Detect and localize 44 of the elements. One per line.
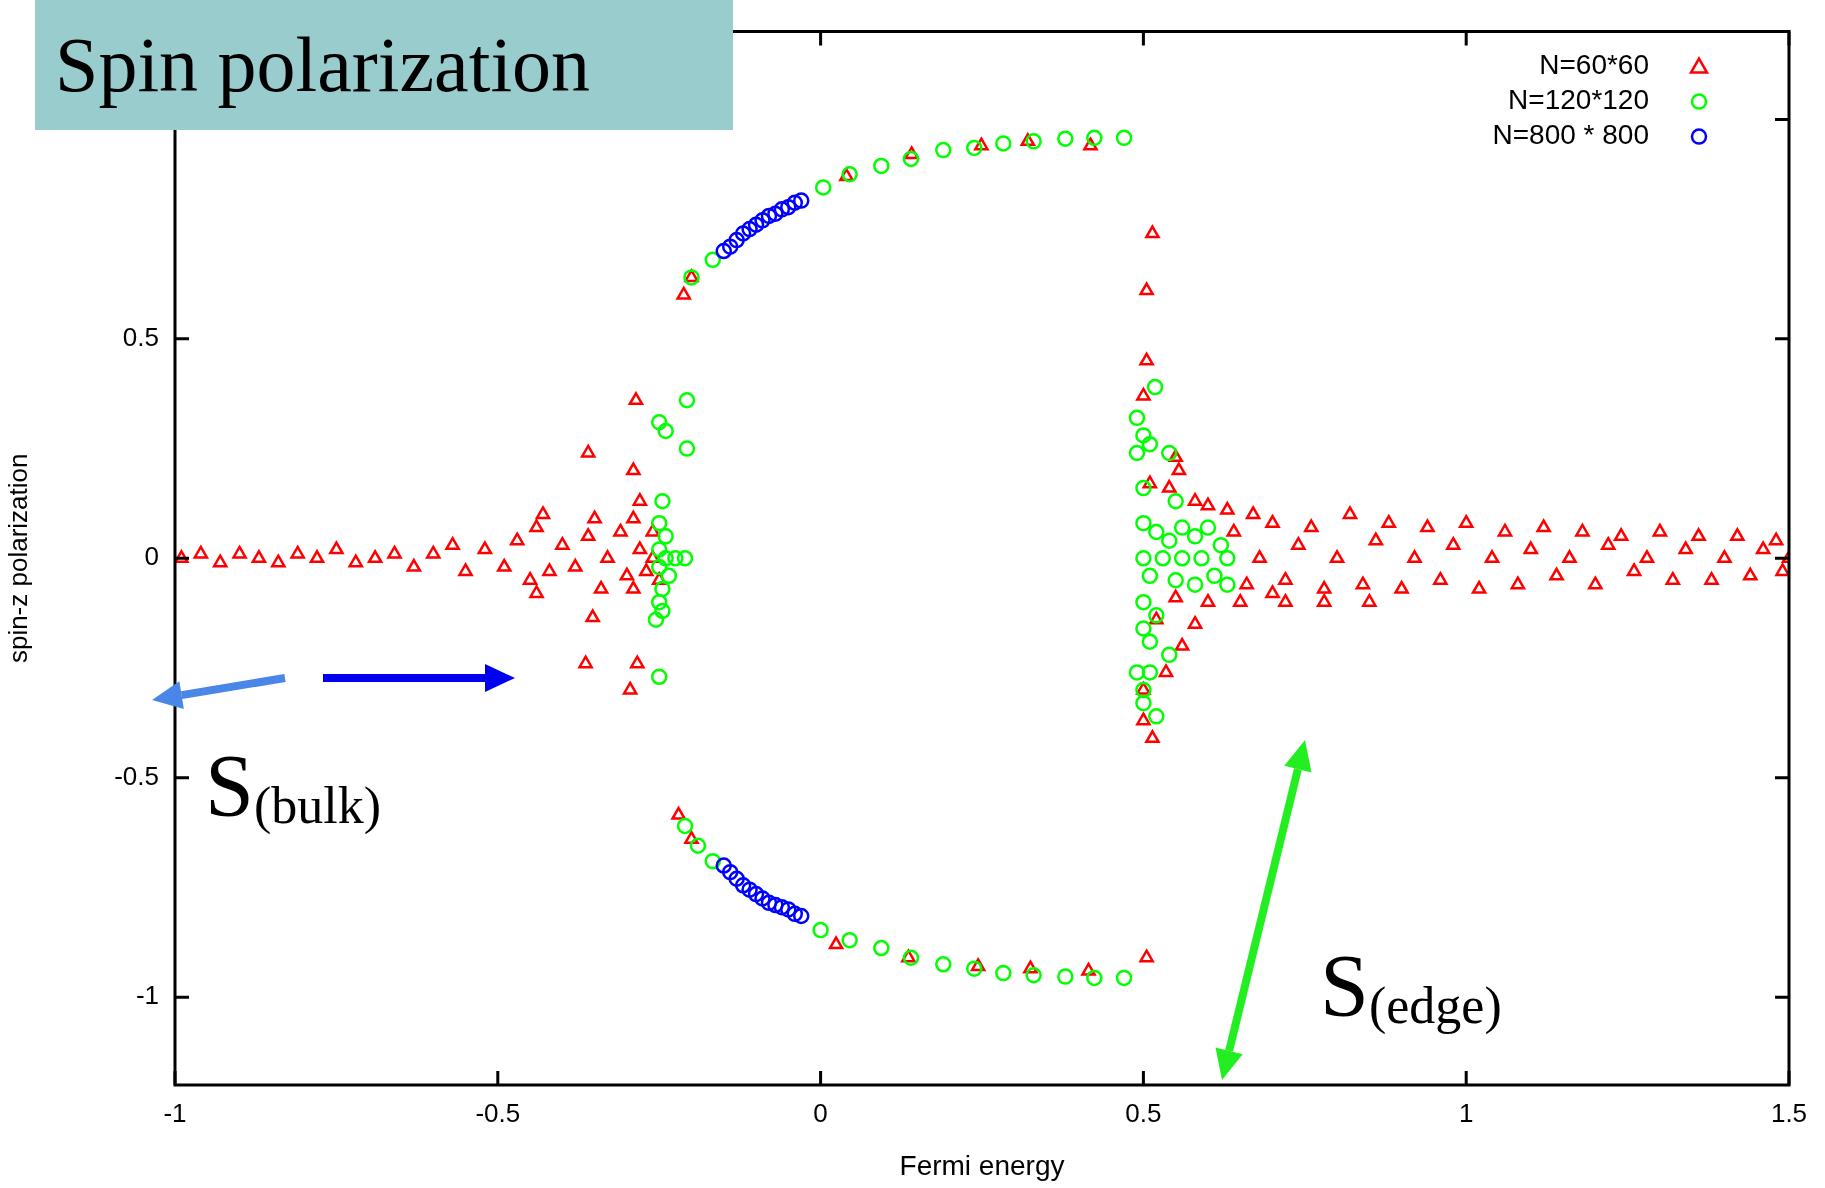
y-axis-title: spin-z polarization: [2, 453, 33, 664]
point: [741, 881, 758, 898]
point: [760, 894, 778, 912]
point: [721, 863, 739, 881]
point: [792, 907, 810, 925]
point: [780, 901, 797, 918]
point: [728, 870, 745, 887]
point: [754, 890, 771, 907]
point: [721, 238, 739, 255]
x-tick-label: 1.5: [1770, 1097, 1808, 1128]
x-tick-label: -1: [163, 1097, 187, 1128]
point: [741, 220, 758, 238]
point: [786, 194, 804, 212]
legend-label: N=120*120: [1508, 84, 1649, 116]
point: [767, 205, 784, 222]
chart-title: Spin polarization: [35, 0, 733, 130]
point: [760, 207, 778, 225]
legend-label: N=60*60: [1539, 49, 1649, 81]
point: [747, 216, 765, 233]
y-tick-label: -0.5: [114, 760, 159, 791]
annotation: S$_{(edge)}$: [1320, 936, 1502, 1036]
x-axis-title: Fermi energy: [899, 1149, 1065, 1181]
point: [767, 896, 784, 914]
x-tick-label: 1: [1458, 1097, 1474, 1128]
point: [715, 857, 733, 874]
legend-label: N=800 * 800: [1492, 119, 1649, 151]
x-tick-label: 0.5: [1125, 1097, 1162, 1128]
point: [747, 885, 765, 903]
point: [734, 877, 752, 894]
point: [715, 242, 733, 260]
point: [734, 225, 752, 242]
y-tick-label: 0.5: [122, 322, 159, 353]
point: [773, 201, 791, 218]
x-tick-label: 0: [813, 1097, 828, 1128]
y-tick-label: -1: [135, 980, 159, 1011]
point: [786, 905, 804, 923]
annotation: S$_{(bulk)}$: [205, 736, 382, 836]
point: [728, 231, 745, 249]
y-tick-label: 0: [144, 541, 159, 572]
point: [792, 192, 810, 209]
x-tick-label: -0.5: [475, 1097, 521, 1128]
point: [754, 212, 771, 229]
point: [780, 198, 797, 216]
point: [773, 898, 791, 916]
